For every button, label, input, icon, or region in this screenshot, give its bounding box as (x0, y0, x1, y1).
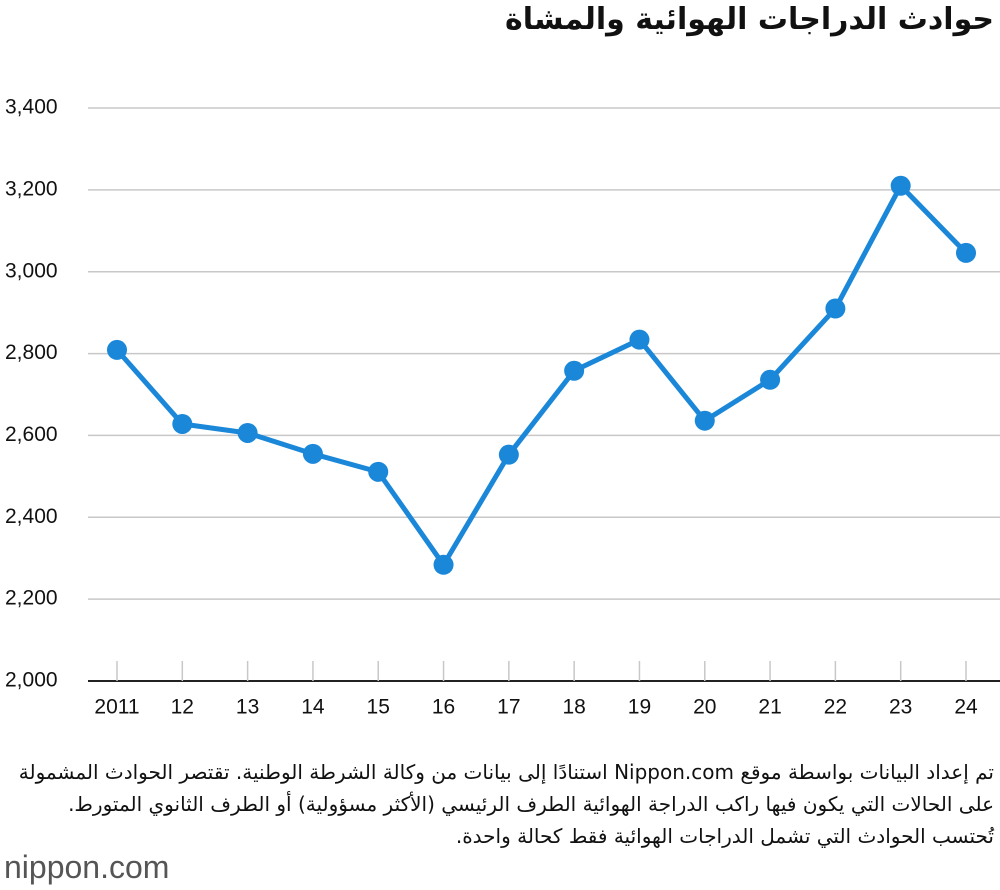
x-tick-label: 17 (497, 696, 520, 719)
x-tick-label: 13 (236, 696, 259, 719)
marker (368, 461, 389, 482)
y-tick-label: 2,800 (5, 341, 58, 364)
x-tick-label: 2011 (94, 696, 139, 719)
x-tick-label: 16 (432, 696, 455, 719)
x-tick-label: 23 (889, 696, 912, 719)
marker (107, 339, 127, 360)
y-tick-label: 2,200 (5, 587, 58, 610)
x-tick-label: 19 (628, 696, 651, 719)
x-tick-label: 20 (693, 696, 716, 719)
x-tick-label: 18 (562, 696, 585, 719)
marker (564, 360, 585, 381)
chart-title: حوادث الدراجات الهوائية والمشاة (504, 2, 994, 37)
marker (302, 443, 323, 464)
footnote: تم إعداد البيانات بواسطة موقع Nippon.com… (18, 760, 994, 848)
marker (433, 554, 454, 575)
x-tick-label: 21 (758, 696, 781, 719)
marker (498, 444, 519, 465)
marker (694, 410, 715, 431)
marker (237, 422, 258, 443)
x-tick-label: 22 (824, 696, 847, 719)
y-tick-label: 2,400 (5, 505, 58, 528)
y-tick-label: 2,600 (5, 423, 58, 446)
y-tick-label: 3,200 (5, 177, 58, 200)
marker (825, 298, 846, 319)
y-tick-label: 2,000 (5, 669, 58, 692)
line (115, 183, 968, 568)
logo: nippon.com (4, 849, 170, 885)
x-tick-label: 15 (367, 696, 390, 719)
marker (172, 413, 193, 434)
marker (956, 242, 976, 263)
y-tick-label: 3,000 (5, 259, 58, 282)
x-tick-label: 24 (954, 696, 978, 719)
marker (890, 175, 911, 196)
marker (629, 329, 650, 350)
marker (760, 369, 781, 390)
chart: 2,000 2,200 2,400 2,600 2,800 3,000 3,200 3,400… (5, 96, 1000, 719)
x-tick-label: 14 (301, 696, 325, 719)
x-tick-label: 12 (171, 696, 194, 719)
y-tick-label: 3,400 (5, 96, 58, 119)
